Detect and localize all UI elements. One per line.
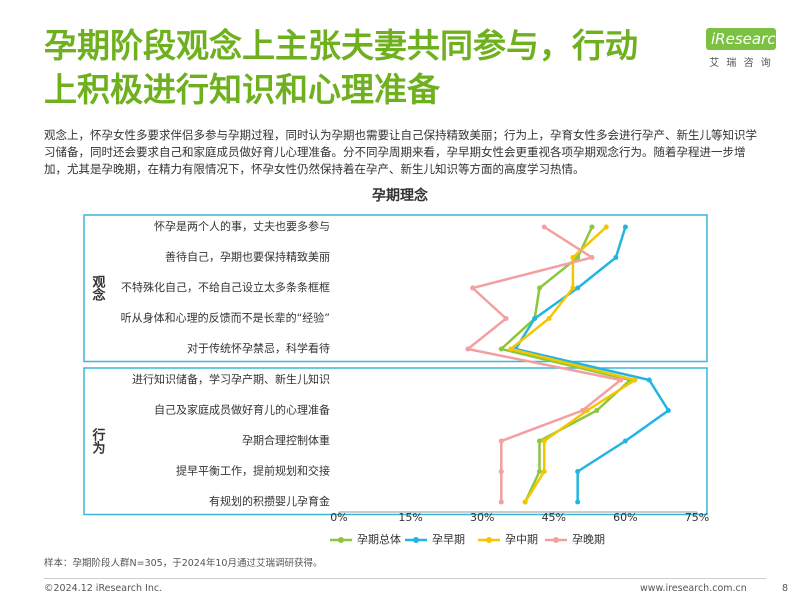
point — [575, 499, 581, 505]
title-line: 孕期阶段观念上主张夫妻共同参与，行动 — [44, 26, 638, 65]
point — [470, 285, 476, 291]
sample-note: 样本：孕期阶段人群N=305，于2024年10月通过艾瑞调研获得。 — [44, 558, 323, 569]
point — [465, 346, 471, 352]
point — [532, 316, 538, 321]
y-tick-label: 怀孕是两个人的事，丈夫也要多参与 — [154, 219, 330, 233]
point — [632, 377, 638, 383]
point — [575, 255, 581, 260]
point — [536, 469, 542, 474]
y-tick-label: 善待自己，孕期也要保持精致美丽 — [165, 250, 330, 264]
point — [498, 499, 504, 505]
point — [575, 285, 581, 291]
x-tick-label: 30% — [470, 511, 494, 524]
logo-tagline: 艾 瑞 咨 询 — [709, 58, 773, 69]
point — [570, 255, 576, 260]
point — [646, 377, 652, 383]
y-tick-label: 不特殊化自己，不给自己设立太多条条框框 — [121, 280, 330, 294]
x-tick-label: 45% — [542, 511, 566, 524]
point — [541, 469, 547, 474]
group-box — [83, 367, 708, 516]
point — [570, 285, 576, 291]
point — [618, 377, 624, 383]
point — [522, 499, 528, 505]
group-label: 行为 — [90, 428, 107, 456]
legend-dot — [413, 537, 419, 543]
legend-label: 孕晚期 — [572, 533, 605, 546]
y-tick-label: 自己及家庭成员做好育儿的心理准备 — [154, 403, 330, 417]
legend-label: 孕早期 — [432, 533, 465, 546]
point — [536, 285, 542, 291]
logo-name: iResearch — [706, 28, 785, 50]
point — [536, 438, 542, 444]
legend-dot — [338, 537, 344, 543]
y-tick-label: 听从身体和心理的反馈而不是长辈的“经验” — [121, 311, 330, 325]
x-tick-label: 0% — [330, 511, 347, 524]
y-tick-label: 孕期合理控制体重 — [242, 433, 330, 447]
point — [603, 224, 609, 230]
x-tick-label: 15% — [398, 511, 422, 524]
point — [589, 255, 595, 260]
point — [498, 438, 504, 444]
x-tick-label: 60% — [613, 511, 637, 524]
point — [665, 408, 671, 413]
legend-dot — [553, 537, 559, 543]
point — [498, 469, 504, 474]
legend-dot — [486, 537, 492, 543]
page-number: 8 — [782, 583, 789, 594]
point — [622, 224, 628, 230]
series-line — [513, 226, 671, 502]
chart-title: 孕期理念 — [372, 187, 429, 204]
point — [498, 346, 504, 352]
point — [541, 438, 547, 444]
series-line — [465, 225, 624, 502]
legend-label: 孕期总体 — [357, 532, 401, 546]
website: www.iresearch.com.cn — [640, 583, 747, 594]
series-line — [508, 226, 639, 503]
y-tick-label: 有规划的积攒婴儿孕育金 — [209, 494, 330, 508]
point — [613, 255, 619, 260]
point — [546, 316, 552, 321]
point — [622, 438, 628, 444]
point — [579, 408, 585, 413]
y-tick-label: 对于传统怀孕禁忌，科学看待 — [187, 341, 330, 355]
y-tick-label: 进行知识储备，学习孕产期、新生儿知识 — [132, 372, 330, 386]
slide-title: 孕期阶段观念上主张夫妻共同参与，行动 上积极进行知识和心理准备 — [44, 24, 684, 112]
point — [575, 469, 581, 474]
x-tick-label: 75% — [685, 511, 709, 524]
point — [508, 346, 514, 352]
description: 观念上，怀孕女性多要求伴侣多参与孕期过程，同时认为孕期也需要让自己保持精致美丽；… — [44, 128, 757, 176]
point — [589, 224, 595, 230]
point — [503, 316, 509, 321]
point — [594, 408, 600, 413]
y-tick-label: 提早平衡工作，提前规划和交接 — [176, 464, 330, 478]
logo: iResearch 艾 瑞 咨 询 — [706, 28, 785, 69]
legend-label: 孕中期 — [505, 533, 538, 546]
group-label: 观念 — [90, 275, 106, 302]
title-line: 上积极进行知识和心理准备 — [44, 70, 440, 109]
group-box — [83, 214, 708, 363]
copyright: ©2024.12 iResearch Inc. — [44, 583, 163, 594]
footer-rule — [44, 578, 766, 579]
point — [541, 224, 547, 230]
series-line — [498, 226, 633, 503]
